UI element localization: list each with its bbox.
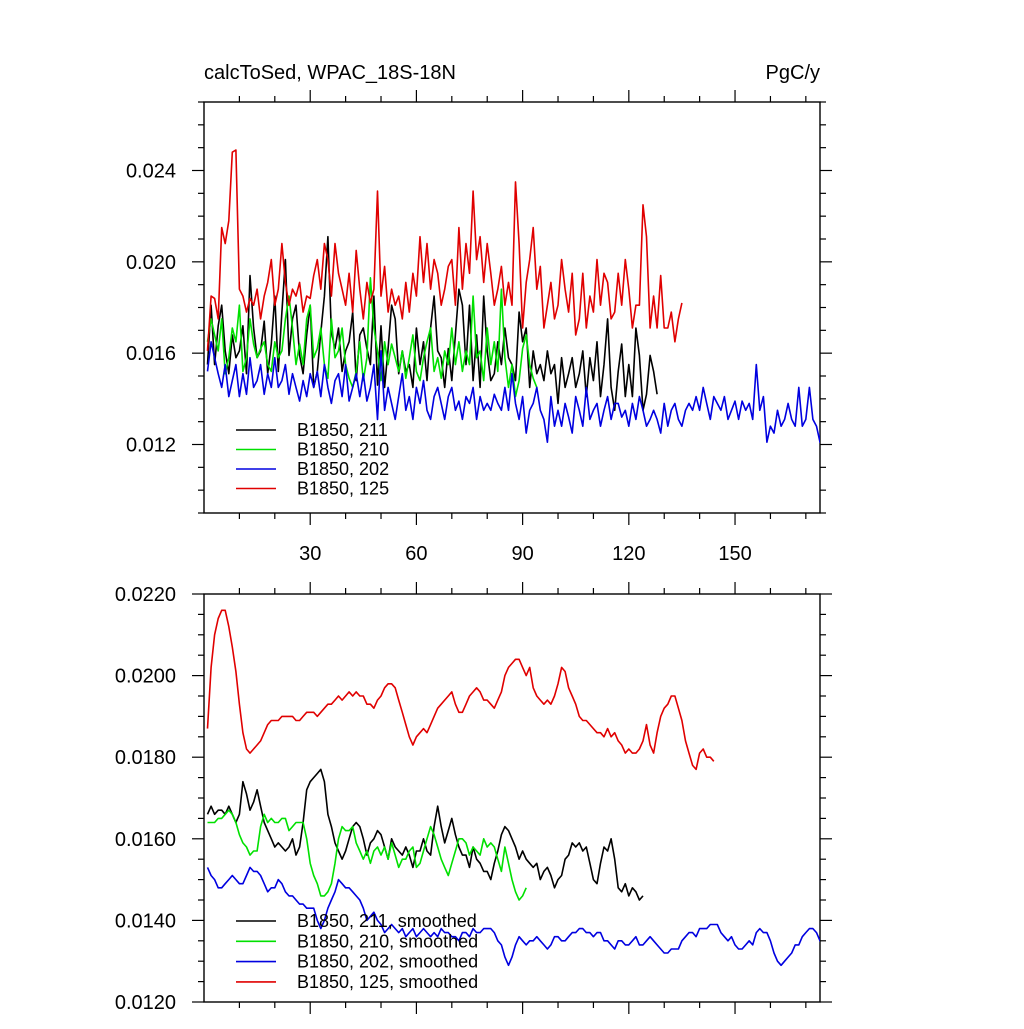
y-tick-label: 0.0160 — [115, 829, 176, 851]
series-group — [206, 149, 820, 444]
series-line-b1850-202-smoothed — [206, 866, 820, 967]
x-tick-label: 90 — [511, 543, 533, 565]
chart-panel-2: 0.0120 0.0140 0.0160 0.0180 0.0200 0.0220 B185… — [115, 582, 832, 1014]
y-tick-label: 0.0140 — [115, 910, 176, 932]
legend-label: B1850, 202 — [297, 459, 389, 479]
y-tick-label: 0.0180 — [115, 747, 176, 769]
series-line-b1850-125-smoothed — [206, 609, 715, 771]
series-line-b1850-125 — [206, 149, 683, 351]
y-tick-label: 0.016 — [126, 343, 176, 365]
legend-label: B1850, 125, smoothed — [297, 972, 478, 992]
chart-units: PgC/y — [766, 62, 820, 84]
legend-label: B1850, 210, smoothed — [297, 931, 478, 951]
legend-label: B1850, 202, smoothed — [297, 952, 478, 972]
series-line-b1850-211 — [206, 235, 658, 412]
legend-label: B1850, 210 — [297, 440, 389, 460]
x-tick-label: 150 — [718, 543, 751, 565]
y-tick-label: 0.024 — [126, 161, 176, 183]
y-tick-label: 0.0220 — [115, 584, 176, 606]
series-line-b1850-211-smoothed — [206, 768, 644, 901]
legend-label: B1850, 211, smoothed — [297, 911, 477, 931]
y-tick-label: 0.0120 — [115, 992, 176, 1014]
y-tick-label: 0.0200 — [115, 666, 176, 688]
series-line-b1850-210 — [206, 276, 538, 398]
x-tick-label: 30 — [299, 543, 321, 565]
x-tick-label: 60 — [405, 543, 427, 565]
series-group — [206, 609, 820, 967]
series-line-b1850-202 — [206, 340, 820, 444]
y-tick-label: 0.020 — [126, 252, 176, 274]
legend-label: B1850, 211 — [297, 420, 388, 440]
chart-panel-1: 0.012 0.016 0.020 0.024 30 60 90 120 150 calcToSe… — [126, 62, 832, 565]
legend-label: B1850, 125 — [297, 479, 389, 499]
y-tick-label: 0.012 — [126, 435, 176, 457]
series-line-b1850-210-smoothed — [207, 809, 527, 901]
x-tick-label: 120 — [612, 543, 645, 565]
chart-title: calcToSed, WPAC_18S-18N — [204, 62, 456, 84]
